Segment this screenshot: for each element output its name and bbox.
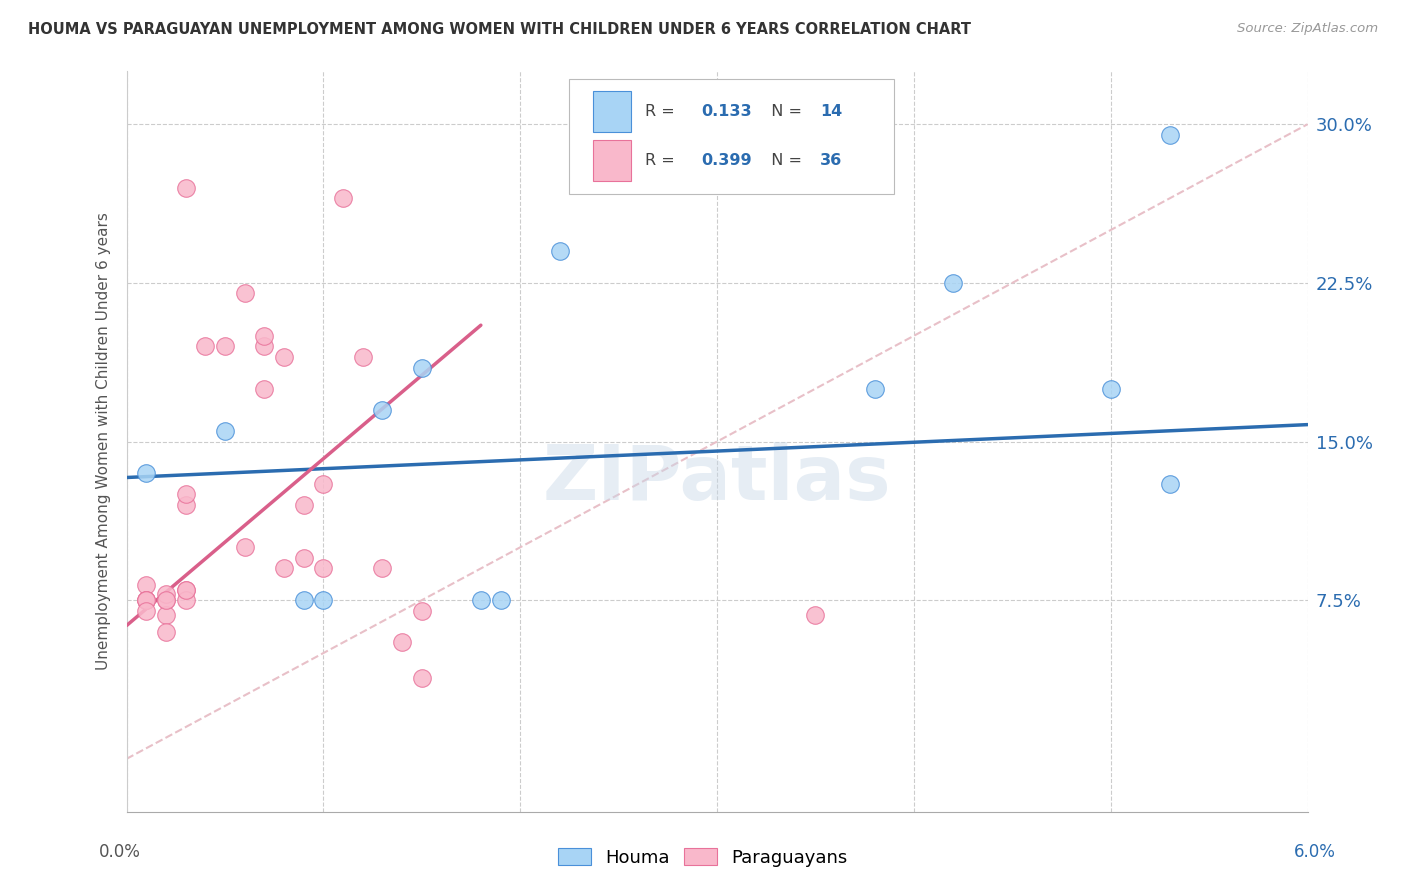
Point bbox=[863, 382, 886, 396]
Point bbox=[174, 180, 197, 194]
Point bbox=[371, 561, 394, 575]
Point bbox=[292, 498, 315, 512]
Point bbox=[411, 672, 433, 686]
Text: 6.0%: 6.0% bbox=[1294, 843, 1336, 861]
Point bbox=[233, 541, 256, 555]
Point bbox=[1099, 382, 1122, 396]
Point bbox=[371, 402, 394, 417]
Point bbox=[489, 593, 512, 607]
Point bbox=[352, 350, 374, 364]
Point bbox=[273, 350, 295, 364]
Point bbox=[214, 339, 236, 353]
Point bbox=[312, 561, 335, 575]
Point bbox=[194, 339, 217, 353]
Legend: Houma, Paraguayans: Houma, Paraguayans bbox=[551, 841, 855, 874]
Point bbox=[253, 339, 276, 353]
Point bbox=[155, 593, 177, 607]
Point bbox=[135, 467, 157, 481]
Point bbox=[312, 593, 335, 607]
Point bbox=[155, 593, 177, 607]
Point bbox=[332, 191, 354, 205]
Text: 0.399: 0.399 bbox=[702, 153, 752, 169]
Point bbox=[174, 582, 197, 597]
Point bbox=[312, 476, 335, 491]
Text: R =: R = bbox=[645, 153, 681, 169]
Text: R =: R = bbox=[645, 104, 681, 119]
Point bbox=[1159, 476, 1181, 491]
Point bbox=[273, 561, 295, 575]
Text: N =: N = bbox=[761, 153, 807, 169]
Y-axis label: Unemployment Among Women with Children Under 6 years: Unemployment Among Women with Children U… bbox=[96, 212, 111, 671]
Point bbox=[411, 360, 433, 375]
Text: ZIPatlas: ZIPatlas bbox=[543, 442, 891, 516]
Text: 36: 36 bbox=[820, 153, 842, 169]
Point bbox=[253, 382, 276, 396]
Point bbox=[174, 487, 197, 501]
FancyBboxPatch shape bbox=[593, 91, 631, 132]
Point bbox=[804, 607, 827, 622]
Point bbox=[135, 578, 157, 592]
Point bbox=[292, 593, 315, 607]
Point bbox=[174, 593, 197, 607]
Point bbox=[135, 593, 157, 607]
Point bbox=[470, 593, 492, 607]
Text: 0.0%: 0.0% bbox=[98, 843, 141, 861]
Point bbox=[174, 498, 197, 512]
Text: Source: ZipAtlas.com: Source: ZipAtlas.com bbox=[1237, 22, 1378, 36]
Point bbox=[155, 587, 177, 601]
FancyBboxPatch shape bbox=[569, 78, 894, 194]
Text: HOUMA VS PARAGUAYAN UNEMPLOYMENT AMONG WOMEN WITH CHILDREN UNDER 6 YEARS CORRELA: HOUMA VS PARAGUAYAN UNEMPLOYMENT AMONG W… bbox=[28, 22, 972, 37]
Point bbox=[391, 635, 413, 649]
Point bbox=[548, 244, 571, 259]
Point bbox=[214, 424, 236, 438]
Point bbox=[135, 604, 157, 618]
Point bbox=[292, 550, 315, 565]
Point bbox=[135, 593, 157, 607]
Point bbox=[411, 604, 433, 618]
Point bbox=[155, 607, 177, 622]
Point bbox=[1159, 128, 1181, 142]
FancyBboxPatch shape bbox=[593, 140, 631, 181]
Point bbox=[253, 328, 276, 343]
Point bbox=[233, 286, 256, 301]
Point bbox=[135, 593, 157, 607]
Point bbox=[942, 276, 965, 290]
Point bbox=[174, 582, 197, 597]
Point bbox=[155, 624, 177, 639]
Text: 14: 14 bbox=[820, 104, 842, 119]
Text: N =: N = bbox=[761, 104, 807, 119]
Text: 0.133: 0.133 bbox=[702, 104, 752, 119]
